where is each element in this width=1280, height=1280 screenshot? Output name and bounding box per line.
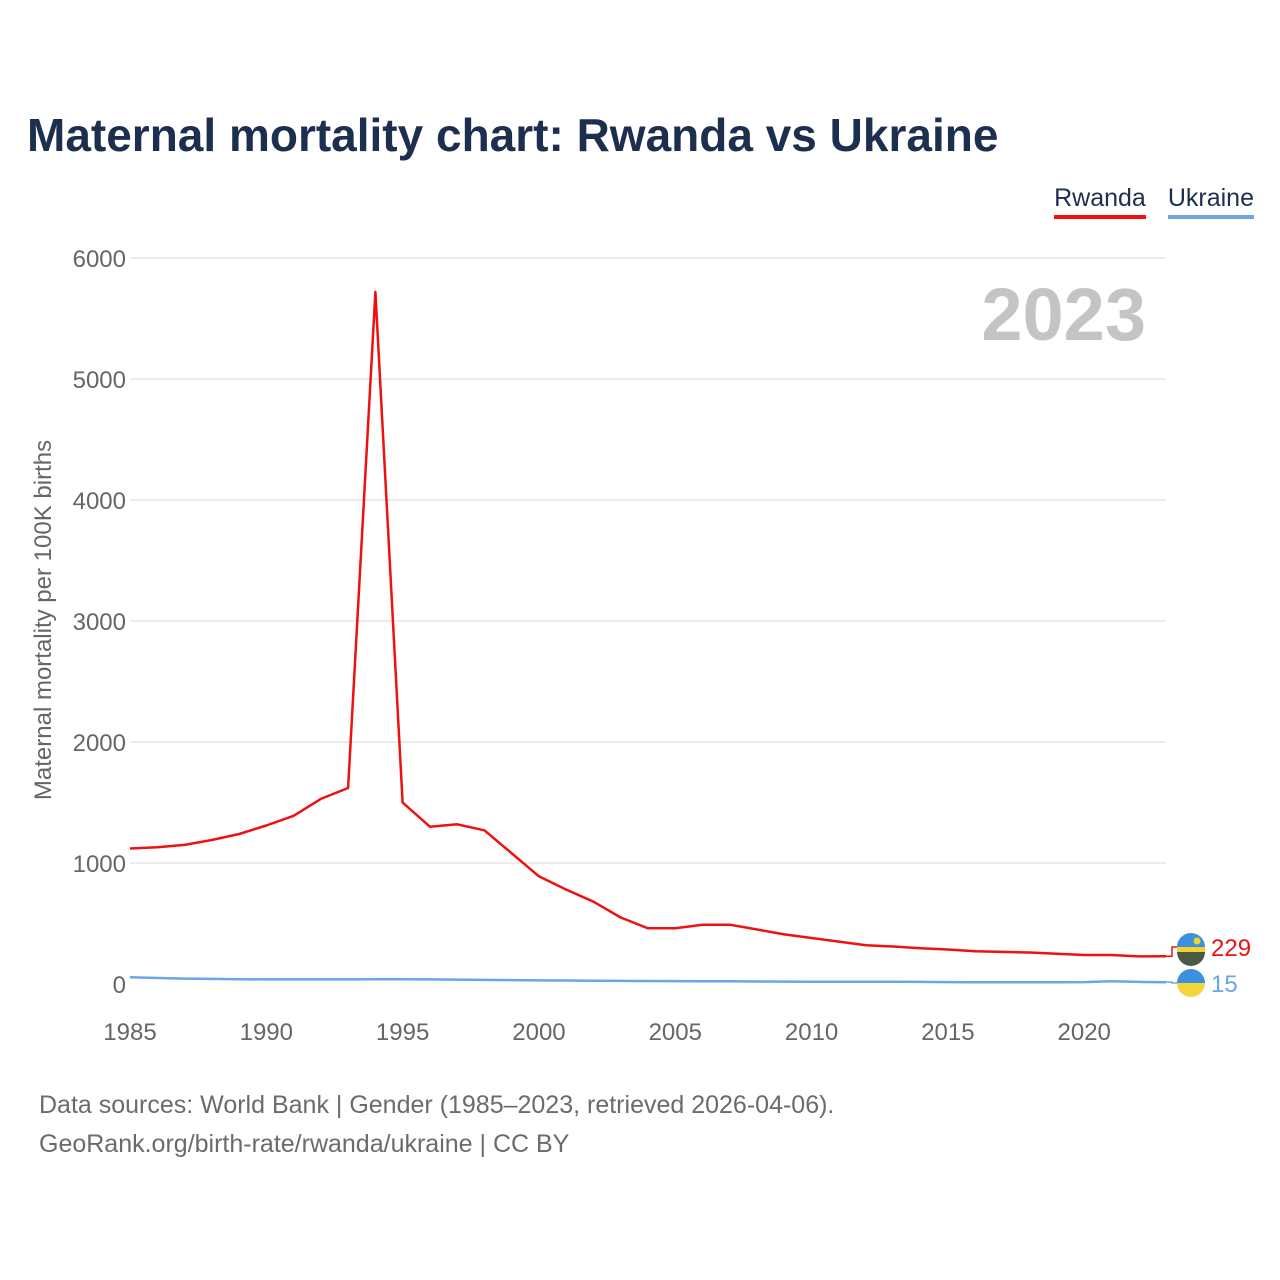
legend: Rwanda Ukraine <box>1054 183 1254 219</box>
rwanda-flag-sun-icon <box>1193 937 1201 945</box>
legend-item-rwanda[interactable]: Rwanda <box>1054 183 1146 219</box>
end-connector-ukraine <box>1166 981 1178 984</box>
y-tick-4000: 4000 <box>73 488 126 515</box>
y-tick-6000: 6000 <box>73 246 126 273</box>
end-connector-rwanda <box>1166 946 1178 958</box>
rwanda-flag-yellow <box>1177 947 1205 952</box>
y-tick-1000: 1000 <box>73 851 126 878</box>
series-line-rwanda[interactable] <box>129 290 1167 958</box>
footer: Data sources: World Bank | Gender (1985–… <box>39 1086 834 1164</box>
footer-source: Data sources: World Bank | Gender (1985–… <box>39 1091 835 1119</box>
rwanda-flag-blue <box>1177 933 1205 947</box>
series-lines <box>129 290 1167 984</box>
grid-lines <box>130 257 1166 864</box>
y-tick-labels: 0 1000 2000 3000 4000 5000 6000 <box>73 246 126 999</box>
x-tick-1995: 1995 <box>376 1019 429 1046</box>
x-tick-2005: 2005 <box>649 1019 702 1046</box>
x-tick-1990: 1990 <box>240 1019 293 1046</box>
y-tick-0: 0 <box>113 972 126 999</box>
series-line-ukraine[interactable] <box>129 976 1167 984</box>
x-tick-2000: 2000 <box>512 1019 565 1046</box>
y-axis-label: Maternal mortality per 100K births <box>30 440 57 800</box>
x-tick-2020: 2020 <box>1058 1019 1111 1046</box>
ukraine-flag-yellow <box>1177 983 1205 997</box>
year-watermark: 2023 <box>981 273 1146 356</box>
end-label-rwanda: 229 <box>1211 935 1251 962</box>
x-tick-labels: 1985 1990 1995 2000 2005 2010 2015 2020 <box>103 1019 1111 1046</box>
x-tick-2015: 2015 <box>921 1019 974 1046</box>
chart-title: Maternal mortality chart: Rwanda vs Ukra… <box>27 109 999 161</box>
legend-item-ukraine[interactable]: Ukraine <box>1167 183 1254 219</box>
y-tick-2000: 2000 <box>73 730 126 757</box>
rwanda-flag-green <box>1177 952 1205 966</box>
x-tick-2010: 2010 <box>785 1019 838 1046</box>
ukraine-flag-blue <box>1177 969 1205 983</box>
footer-link[interactable]: GeoRank.org/birth-rate/rwanda/ukraine | … <box>39 1130 570 1158</box>
x-tick-1985: 1985 <box>103 1019 156 1046</box>
y-tick-3000: 3000 <box>73 609 126 636</box>
end-label-ukraine: 15 <box>1211 971 1238 998</box>
y-tick-5000: 5000 <box>73 367 126 394</box>
